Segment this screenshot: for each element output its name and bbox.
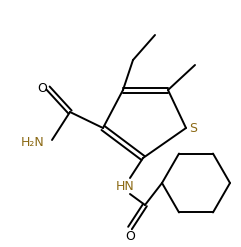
Text: O: O [37, 82, 47, 95]
Text: HN: HN [116, 180, 134, 192]
Text: S: S [189, 122, 197, 135]
Text: H₂N: H₂N [21, 137, 45, 149]
Text: O: O [125, 229, 135, 243]
